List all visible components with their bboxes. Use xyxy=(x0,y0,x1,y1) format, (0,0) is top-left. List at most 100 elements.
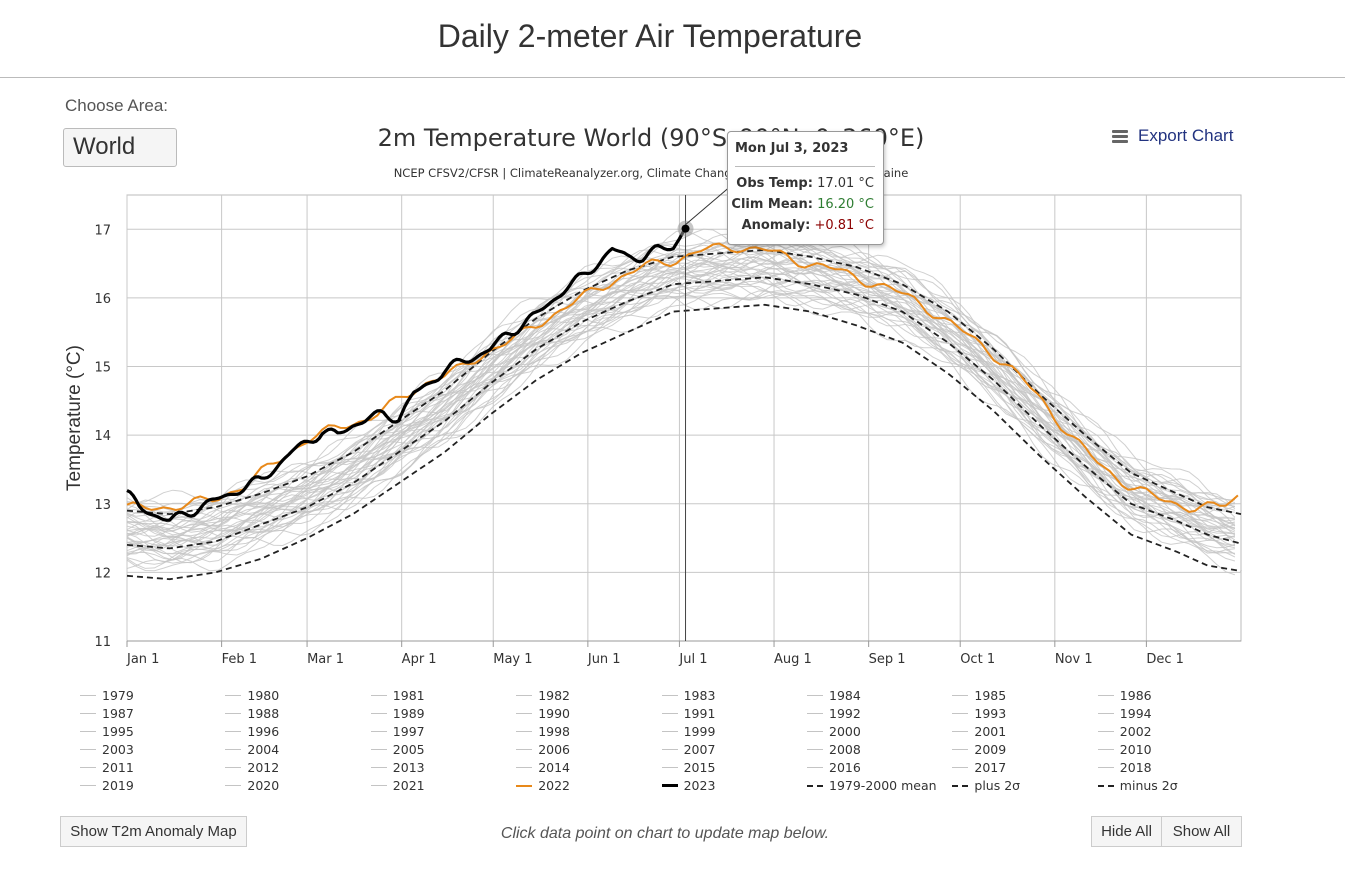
legend-label: 2020 xyxy=(247,778,280,793)
legend-item[interactable]: 1982 xyxy=(516,688,570,703)
legend-swatch xyxy=(516,713,533,714)
legend-item[interactable]: 1983 xyxy=(661,688,715,703)
legend-label: 1981 xyxy=(392,688,425,703)
legend-item[interactable]: 2013 xyxy=(370,760,425,775)
area-select[interactable]: World xyxy=(63,128,177,167)
legend-item[interactable]: 1986 xyxy=(1097,688,1152,703)
legend-label: 2001 xyxy=(974,724,1007,739)
legend-label: 1997 xyxy=(392,724,425,739)
legend-item[interactable]: 2010 xyxy=(1097,742,1152,757)
show-all-button[interactable]: Show All xyxy=(1161,816,1242,847)
legend-label: 1987 xyxy=(102,706,134,721)
y-axis-label: Temperature (°C) xyxy=(64,345,85,491)
legend-item[interactable]: 1989 xyxy=(370,706,425,721)
legend-item[interactable]: 1994 xyxy=(1097,706,1152,721)
legend-item[interactable]: 1981 xyxy=(370,688,425,703)
legend-item[interactable]: 1995 xyxy=(80,724,134,739)
legend-item[interactable]: 2000 xyxy=(807,724,861,739)
legend-swatch xyxy=(807,731,823,732)
legend-swatch xyxy=(661,713,678,714)
legend-label: 2003 xyxy=(102,742,134,757)
legend-item[interactable]: 1996 xyxy=(225,724,279,739)
legend-swatch xyxy=(952,695,969,696)
export-chart-button[interactable]: Export Chart xyxy=(1112,126,1233,146)
legend-item[interactable]: minus 2σ xyxy=(1097,778,1178,793)
legend-swatch xyxy=(952,731,969,732)
legend-label: 2022 xyxy=(538,778,570,793)
legend-item[interactable]: 1992 xyxy=(807,706,861,721)
tooltip-obs-value: 17.01 °C xyxy=(817,176,874,191)
x-tick-label: May 1 xyxy=(493,652,532,667)
legend-item[interactable]: 1997 xyxy=(370,724,425,739)
legend-item[interactable]: 1988 xyxy=(225,706,279,721)
legend-label: 2015 xyxy=(683,760,716,775)
legend-swatch xyxy=(807,713,823,714)
legend-label: 1979 xyxy=(102,688,134,703)
legend-item[interactable]: 2023 xyxy=(661,778,715,793)
legend-label: 2016 xyxy=(829,760,861,775)
legend-item[interactable]: 1979 xyxy=(80,688,134,703)
legend-item[interactable]: 2006 xyxy=(516,742,570,757)
legend-label: 1985 xyxy=(974,688,1007,703)
show-anomaly-map-button[interactable]: Show T2m Anomaly Map xyxy=(60,816,247,847)
legend-swatch xyxy=(1097,784,1114,787)
legend-item[interactable]: 2001 xyxy=(952,724,1006,739)
legend-label: 2019 xyxy=(102,778,134,793)
page-title: Daily 2-meter Air Temperature xyxy=(437,18,863,54)
legend-swatch xyxy=(661,784,678,787)
legend-label: 1989 xyxy=(392,706,425,721)
legend-swatch xyxy=(80,695,96,696)
legend-item[interactable]: 2018 xyxy=(1097,760,1152,775)
legend-item[interactable]: 2014 xyxy=(516,760,570,775)
tooltip-date: Mon Jul 3, 2023 xyxy=(735,141,849,156)
legend-swatch xyxy=(952,784,969,787)
legend-item[interactable]: 2017 xyxy=(952,760,1006,775)
legend-item[interactable]: 1999 xyxy=(661,724,716,739)
legend-label: 1993 xyxy=(974,706,1007,721)
legend-item[interactable]: 2021 xyxy=(370,778,425,793)
legend-label: 1992 xyxy=(829,706,861,721)
legend-item[interactable]: 1985 xyxy=(952,688,1006,703)
legend-item[interactable]: 1990 xyxy=(516,706,570,721)
legend-item[interactable]: 2022 xyxy=(516,778,570,793)
highlight-point xyxy=(681,224,690,233)
legend-item[interactable]: 2019 xyxy=(80,778,134,793)
legend-item[interactable]: 2008 xyxy=(807,742,861,757)
legend-item[interactable]: 2011 xyxy=(80,760,134,775)
legend-label: 2014 xyxy=(538,760,570,775)
legend-swatch xyxy=(952,767,969,768)
tooltip-anomaly-value: +0.81 °C xyxy=(814,218,874,233)
legend-item[interactable]: 2007 xyxy=(661,742,715,757)
y-tick-label: 12 xyxy=(94,566,111,581)
temperature-chart[interactable]: 2m Temperature World (90°S–90°N, 0–360°E… xyxy=(0,110,1345,670)
legend-item[interactable]: 2005 xyxy=(370,742,425,757)
legend-item[interactable]: 2020 xyxy=(225,778,279,793)
legend-label: 1999 xyxy=(683,724,716,739)
legend-item[interactable]: 1987 xyxy=(80,706,134,721)
legend-item[interactable]: 1980 xyxy=(225,688,279,703)
legend-item[interactable]: 1979-2000 mean xyxy=(807,778,937,793)
y-tick-label: 11 xyxy=(94,635,111,650)
legend-swatch xyxy=(807,784,823,787)
legend-label: 1990 xyxy=(538,706,570,721)
legend-item[interactable]: 2009 xyxy=(952,742,1006,757)
map-hint: Click data point on chart to update map … xyxy=(500,825,830,842)
y-tick-label: 14 xyxy=(94,429,111,444)
legend-item[interactable]: 2003 xyxy=(80,742,134,757)
y-tick-label: 17 xyxy=(94,223,111,238)
legend-item[interactable]: 2015 xyxy=(661,760,716,775)
legend-item[interactable]: 1991 xyxy=(661,706,716,721)
legend-item[interactable]: plus 2σ xyxy=(952,778,1020,793)
hide-all-button[interactable]: Hide All xyxy=(1091,816,1162,847)
legend-label: 1991 xyxy=(683,706,716,721)
legend-label: 1996 xyxy=(247,724,280,739)
legend-item[interactable]: 2002 xyxy=(1097,724,1152,739)
legend-item[interactable]: 1993 xyxy=(952,706,1006,721)
legend-item[interactable]: 2012 xyxy=(225,760,279,775)
legend-item[interactable]: 2004 xyxy=(225,742,279,757)
legend-swatch xyxy=(661,767,678,768)
legend-item[interactable]: 1998 xyxy=(516,724,570,739)
legend-item[interactable]: 2016 xyxy=(807,760,861,775)
legend-swatch xyxy=(80,785,96,786)
legend-item[interactable]: 1984 xyxy=(807,688,861,703)
